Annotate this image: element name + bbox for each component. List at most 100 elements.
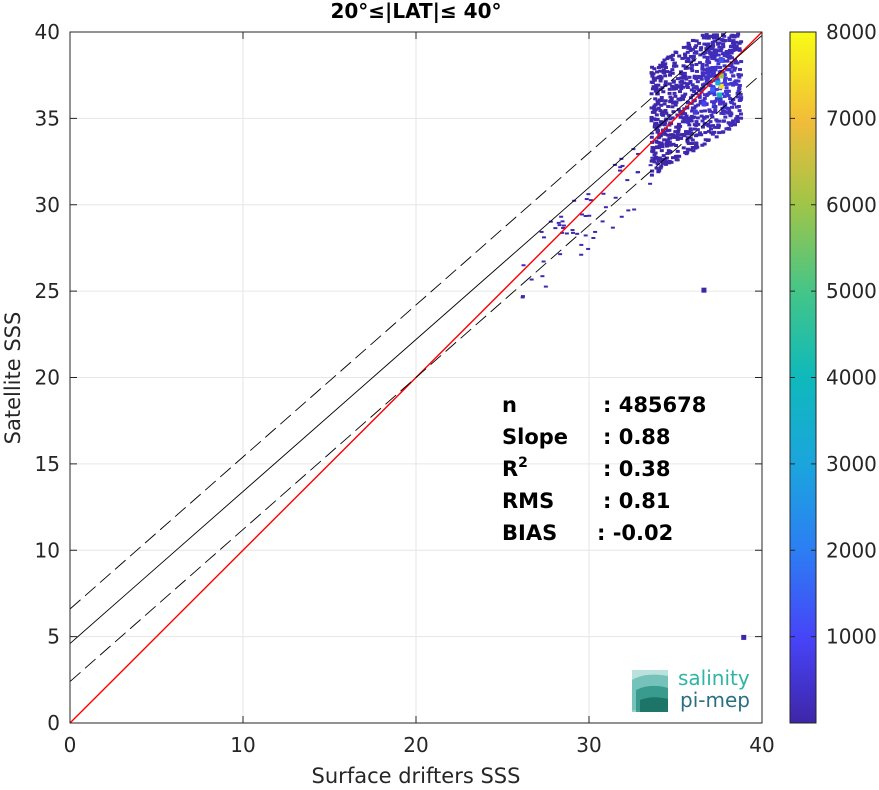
density-cell xyxy=(688,81,693,85)
density-cell xyxy=(584,198,589,201)
density-cell xyxy=(583,215,588,218)
density-cell xyxy=(670,105,675,109)
density-cell xyxy=(659,120,664,124)
density-cell xyxy=(713,51,718,55)
density-cell xyxy=(661,90,666,94)
colorbar-tick-label: 5000 xyxy=(826,279,877,303)
density-cell xyxy=(735,95,740,99)
density-cell xyxy=(727,77,732,81)
density-cell xyxy=(661,154,666,158)
density-cell xyxy=(689,119,694,123)
density-cell xyxy=(713,48,718,52)
density-cell xyxy=(655,99,660,103)
density-cell xyxy=(720,130,725,134)
density-cell xyxy=(676,122,681,126)
density-cell xyxy=(676,129,681,133)
density-cell xyxy=(734,117,739,121)
density-cell xyxy=(680,97,685,101)
density-cell xyxy=(679,112,684,116)
density-cell xyxy=(729,44,734,48)
density-cell xyxy=(685,140,690,144)
density-cell xyxy=(725,68,730,72)
density-cell xyxy=(709,55,714,59)
density-cell xyxy=(698,48,703,52)
density-cell xyxy=(675,135,680,139)
density-cell xyxy=(698,99,703,103)
density-cell xyxy=(656,106,661,110)
density-cell xyxy=(556,221,561,224)
density-cell xyxy=(579,243,584,246)
density-cell xyxy=(727,127,732,131)
density-cell xyxy=(700,67,705,71)
regression-lines xyxy=(69,31,763,724)
density-cell xyxy=(689,88,694,92)
density-cell xyxy=(541,260,546,263)
density-cell xyxy=(684,118,690,124)
density-cell xyxy=(686,141,691,145)
density-cell xyxy=(700,72,705,76)
density-cell xyxy=(731,119,736,123)
density-cell xyxy=(703,131,708,135)
x-tick-label: 10 xyxy=(230,733,255,757)
density-cell xyxy=(718,65,723,69)
density-cell xyxy=(706,129,711,133)
density-cell xyxy=(665,140,670,144)
density-cell xyxy=(704,33,709,37)
density-cell xyxy=(705,58,710,62)
density-cell xyxy=(675,77,680,81)
density-cell xyxy=(649,135,654,139)
density-cell xyxy=(711,44,716,48)
density-cell xyxy=(728,114,733,118)
density-cell xyxy=(699,75,704,79)
density-cell xyxy=(660,61,665,65)
density-cell xyxy=(721,42,726,46)
density-cell xyxy=(722,81,727,85)
density-cell xyxy=(649,173,654,177)
density-cell xyxy=(688,136,693,140)
density-cell xyxy=(690,39,695,43)
density-cell xyxy=(671,110,676,114)
stat-value: : 0.88 xyxy=(603,425,671,449)
density-cell xyxy=(625,179,630,182)
density-cell xyxy=(738,73,743,77)
density-cell xyxy=(700,119,705,123)
density-cell xyxy=(657,144,662,148)
density-cell xyxy=(660,161,665,165)
density-cell xyxy=(722,64,727,68)
density-cell xyxy=(661,68,666,72)
density-cell xyxy=(655,127,660,131)
density-cell xyxy=(521,264,526,267)
density-cell xyxy=(586,193,591,196)
density-cell xyxy=(692,109,698,115)
density-cell xyxy=(737,98,742,102)
x-axis-label: Surface drifters SSS xyxy=(312,764,521,786)
density-cell xyxy=(703,71,708,75)
density-cell xyxy=(720,92,725,96)
density-cell xyxy=(688,48,693,52)
density-cell xyxy=(667,91,672,95)
density-cell xyxy=(716,49,721,53)
density-cell xyxy=(678,133,683,137)
density-cell xyxy=(702,51,707,55)
density-cell xyxy=(721,112,726,116)
density-cell xyxy=(558,253,563,256)
y-tick-label: 10 xyxy=(35,538,60,562)
density-cell xyxy=(730,101,735,105)
density-cell xyxy=(564,232,569,235)
density-cell xyxy=(543,285,548,288)
density-cell xyxy=(681,45,686,49)
density-cell xyxy=(685,138,690,142)
colorbar-tick-label: 2000 xyxy=(826,538,877,562)
density-cell xyxy=(682,71,687,75)
density-cell xyxy=(694,39,699,43)
density-cell xyxy=(618,166,623,169)
density-cell xyxy=(654,166,659,170)
density-cell xyxy=(557,224,562,227)
density-cell xyxy=(718,57,724,63)
density-cell xyxy=(708,120,713,124)
density-cell xyxy=(736,104,741,108)
density-cell xyxy=(673,94,678,98)
density-cell xyxy=(688,54,693,58)
density-cell xyxy=(690,83,695,87)
density-cell xyxy=(732,68,737,72)
